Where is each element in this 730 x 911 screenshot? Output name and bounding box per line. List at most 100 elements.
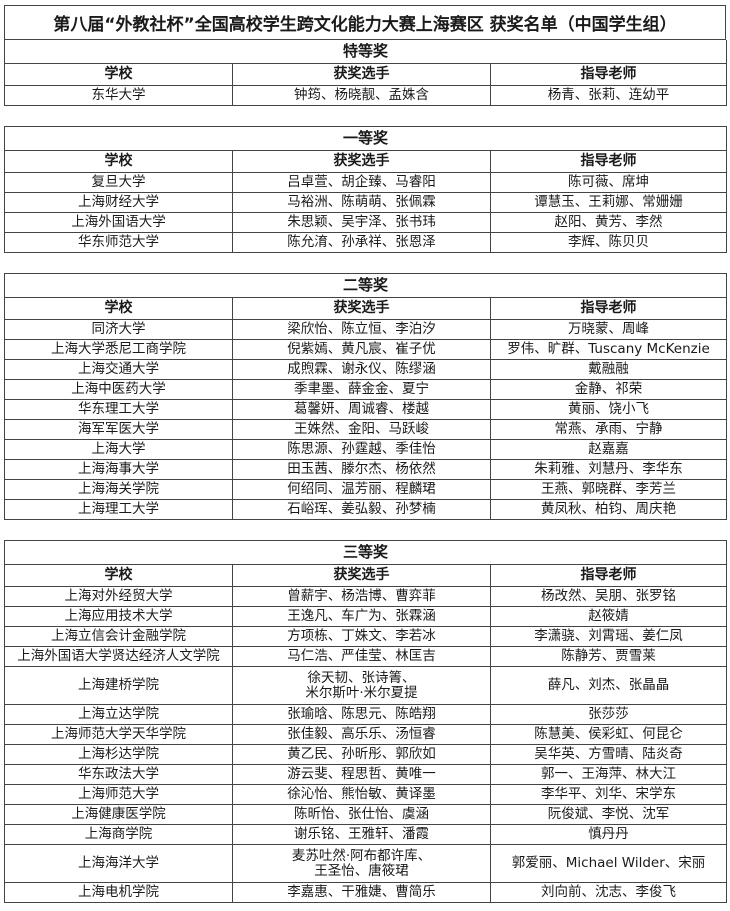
teachers-cell: 杨青、张莉、连幼平 [489, 85, 728, 106]
table-row: 上海电机学院 李嘉惠、干雅婕、曹简乐 刘向前、沈志、李俊飞 [4, 882, 728, 903]
student-names-line: 米尔斯叶·米尔夏提 [305, 684, 418, 701]
student-names-line: 黄乙民、孙昕彤、郭欣如 [287, 746, 436, 763]
table-row: 上海建桥学院 徐天韧、张诗箐、 米尔斯叶·米尔夏提 薛凡、刘杰、张晶晶 [4, 666, 728, 705]
school-cell: 上海外国语大学贤达经济人文学院 [4, 646, 233, 667]
student-names-line: 王圣怡、唐筱珺 [314, 862, 409, 879]
teachers-cell: 赵阳、黄芳、李然 [489, 212, 728, 233]
student-names-line: 吕卓萱、胡企臻、马睿阳 [287, 174, 436, 191]
teachers-cell: 薛凡、刘杰、张晶晶 [489, 666, 728, 705]
table-row: 上海大学 陈思源、孙霆越、季佳怡 赵嘉嘉 [4, 439, 728, 460]
teachers-cell: 罗伟、旷群、Tuscany McKenzie [489, 339, 728, 360]
teachers-cell: 黄凤秋、柏钧、周庆艳 [489, 499, 728, 520]
students-cell: 李嘉惠、干雅婕、曹简乐 [232, 882, 491, 903]
award-level-heading: 一等奖 [3, 126, 728, 151]
students-column-header: 获奖选手 [232, 297, 491, 320]
school-cell: 上海海事大学 [4, 459, 233, 480]
teachers-column-header: 指导老师 [489, 564, 728, 587]
teachers-cell: 王燕、郭晓群、李芳兰 [489, 479, 728, 500]
school-cell: 上海大学悉尼工商学院 [4, 339, 233, 360]
students-cell: 何绍同、温芳丽、程麟珺 [232, 479, 491, 500]
students-cell: 王姝然、金阳、马跃峻 [232, 419, 491, 440]
table-row: 华东理工大学 葛馨妍、周诚睿、楼越 黄丽、饶小飞 [4, 399, 728, 420]
student-names-line: 马裕洲、陈萌萌、张佩霖 [287, 194, 436, 211]
table-row: 上海师范大学天华学院 张佳毅、高乐乐、汤恒睿 陈慧美、侯彩虹、何昆仑 [4, 724, 728, 745]
teachers-cell: 黄丽、饶小飞 [489, 399, 728, 420]
table-row: 华东政法大学 游云斐、程思哲、黄唯一 郭一、王海萍、林大江 [4, 764, 728, 785]
teachers-cell: 谭慧玉、王莉娜、常姗姗 [489, 192, 728, 213]
students-cell: 陈思源、孙霆越、季佳怡 [232, 439, 491, 460]
column-header-row: 学校 获奖选手 指导老师 [4, 63, 728, 86]
student-names-line: 张佳毅、高乐乐、汤恒睿 [287, 726, 436, 743]
table-row: 上海大学悉尼工商学院 倪紫嫣、黄凡宸、崔子优 罗伟、旷群、Tuscany McKen… [4, 339, 728, 360]
student-names-line: 石峪珲、姜弘毅、孙梦楠 [287, 501, 436, 518]
award-section: 特等奖 学校 获奖选手 指导老师 东华大学 钟筠、杨晓靓、孟姝含 杨青、张莉、连幼平 [3, 40, 728, 106]
teachers-cell: 戴融融 [489, 359, 728, 380]
table-row: 华东师范大学 陈允淯、孙承祥、张恩泽 李辉、陈贝贝 [4, 232, 728, 253]
teachers-cell: 常燕、承雨、宁静 [489, 419, 728, 440]
students-cell: 季聿墨、薛金金、夏宁 [232, 379, 491, 400]
student-names-line: 徐天韧、张诗箐、 [307, 670, 416, 686]
student-names-line: 钟筠、杨晓靓、孟姝含 [294, 87, 429, 104]
students-cell: 麦苏吐然·阿布都许库、 王圣怡、唐筱珺 [232, 844, 491, 883]
student-names-line: 葛馨妍、周诚睿、楼越 [294, 401, 429, 418]
student-names-line: 王逸凡、车广为、张霖涵 [287, 608, 436, 625]
students-cell: 王逸凡、车广为、张霖涵 [232, 606, 491, 627]
school-column-header: 学校 [4, 63, 233, 86]
teachers-cell: 万晓蒙、周峰 [489, 319, 728, 340]
school-cell: 华东师范大学 [4, 232, 233, 253]
students-cell: 吕卓萱、胡企臻、马睿阳 [232, 172, 491, 193]
students-cell: 陈允淯、孙承祥、张恩泽 [232, 232, 491, 253]
teachers-cell: 慎丹丹 [489, 824, 728, 845]
students-column-header: 获奖选手 [232, 63, 491, 86]
teachers-cell: 张莎莎 [489, 704, 728, 725]
teachers-cell: 李华平、刘华、宋学东 [489, 784, 728, 805]
students-cell: 倪紫嫣、黄凡宸、崔子优 [232, 339, 491, 360]
students-cell: 钟筠、杨晓靓、孟姝含 [232, 85, 491, 106]
students-cell: 马裕洲、陈萌萌、张佩霖 [232, 192, 491, 213]
table-row: 上海对外经贸大学 曾薪宇、杨浩博、曹弈菲 杨改然、吴朋、张罗铭 [4, 586, 728, 607]
school-cell: 华东理工大学 [4, 399, 233, 420]
award-table: 特等奖 学校 获奖选手 指导老师 东华大学 钟筠、杨晓靓、孟姝含 杨青、张莉、连幼平 [3, 40, 728, 106]
award-list-document: 第八届“外教社杯”全国高校学生跨文化能力大赛上海赛区 获奖名单（中国学生组） 特… [3, 5, 728, 903]
students-cell: 游云斐、程思哲、黄唯一 [232, 764, 491, 785]
school-cell: 上海杉达学院 [4, 744, 233, 765]
school-cell: 上海应用技术大学 [4, 606, 233, 627]
column-header-row: 学校 获奖选手 指导老师 [4, 564, 728, 587]
table-row: 海军军医大学 王姝然、金阳、马跃峻 常燕、承雨、宁静 [4, 419, 728, 440]
table-row: 上海中医药大学 季聿墨、薛金金、夏宁 金静、祁荣 [4, 379, 728, 400]
school-cell: 上海健康医学院 [4, 804, 233, 825]
table-row: 上海杉达学院 黄乙民、孙昕彤、郭欣如 吴华英、方雪晴、陆炎奇 [4, 744, 728, 765]
table-row: 上海立达学院 张瑜晗、陈思元、陈皓翔 张莎莎 [4, 704, 728, 725]
teachers-cell: 金静、祁荣 [489, 379, 728, 400]
student-names-line: 陈思源、孙霆越、季佳怡 [287, 441, 436, 458]
student-names-line: 倪紫嫣、黄凡宸、崔子优 [287, 341, 436, 358]
school-cell: 上海大学 [4, 439, 233, 460]
table-row: 上海商学院 谢乐铭、王雅轩、潘霞 慎丹丹 [4, 824, 728, 845]
student-names-line: 麦苏吐然·阿布都许库、 [291, 848, 432, 864]
school-cell: 上海建桥学院 [4, 666, 233, 705]
teachers-cell: 陈静芳、贾雪莱 [489, 646, 728, 667]
school-column-header: 学校 [4, 150, 233, 173]
student-names-line: 李嘉惠、干雅婕、曹简乐 [287, 884, 436, 901]
student-names-line: 朱思颖、吴宇泽、张书玮 [287, 214, 436, 231]
table-row: 上海外国语大学 朱思颖、吴宇泽、张书玮 赵阳、黄芳、李然 [4, 212, 728, 233]
table-row: 上海理工大学 石峪珲、姜弘毅、孙梦楠 黄凤秋、柏钧、周庆艳 [4, 499, 728, 520]
teachers-cell: 郭爱丽、Michael Wilder、宋丽 [489, 844, 728, 883]
school-cell: 东华大学 [4, 85, 233, 106]
teachers-cell: 郭一、王海萍、林大江 [489, 764, 728, 785]
teachers-cell: 刘向前、沈志、李俊飞 [489, 882, 728, 903]
students-cell: 成煦霖、谢永仪、陈缪涵 [232, 359, 491, 380]
teachers-column-header: 指导老师 [489, 297, 728, 320]
students-cell: 马仁浩、严佳莹、林匡吉 [232, 646, 491, 667]
teachers-cell: 陈可薇、席坤 [489, 172, 728, 193]
student-names-line: 游云斐、程思哲、黄唯一 [287, 766, 436, 783]
students-cell: 徐沁怡、熊怡敏、黄译墨 [232, 784, 491, 805]
student-names-line: 王姝然、金阳、马跃峻 [294, 421, 429, 438]
student-names-line: 曾薪宇、杨浩博、曹弈菲 [287, 588, 436, 605]
school-cell: 上海海洋大学 [4, 844, 233, 883]
table-row: 上海师范大学 徐沁怡、熊怡敏、黄译墨 李华平、刘华、宋学东 [4, 784, 728, 805]
teachers-cell: 李辉、陈贝贝 [489, 232, 728, 253]
school-cell: 上海师范大学 [4, 784, 233, 805]
student-names-line: 田玉茜、滕尔杰、杨依然 [287, 461, 436, 478]
student-names-line: 陈允淯、孙承祥、张恩泽 [287, 234, 436, 251]
